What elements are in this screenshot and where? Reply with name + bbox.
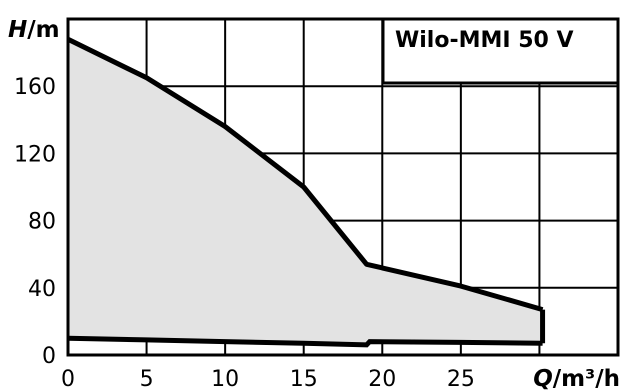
x-tick-label: 5 — [140, 367, 154, 390]
model-label: Wilo-MMI 50 V — [395, 28, 574, 53]
y-tick-labels: 0 40 80 120 160 — [14, 75, 56, 369]
x-tick-label: 20 — [368, 367, 396, 390]
y-tick-label: 80 — [28, 210, 56, 235]
x-tick-label: 0 — [61, 367, 75, 390]
y-axis-unit: /m — [27, 17, 59, 43]
y-tick-label: 120 — [14, 142, 56, 167]
x-tick-label: 10 — [211, 367, 239, 390]
x-tick-label: 25 — [447, 367, 475, 390]
y-tick-label: 40 — [28, 277, 56, 302]
model-label-box — [381, 17, 620, 85]
y-axis-var: H — [8, 17, 27, 43]
x-axis-var: Q — [533, 366, 553, 390]
y-axis-label: H/m — [8, 17, 60, 43]
x-tick-label: 15 — [290, 367, 318, 390]
x-axis-unit: /m³/h — [553, 366, 620, 390]
plot-frame — [66, 17, 620, 357]
x-tick-labels: 0 5 10 15 20 25 — [61, 367, 475, 390]
max-curve-line — [66, 36, 544, 313]
y-tick-label: 0 — [42, 344, 56, 369]
min-curve-line — [67, 335, 543, 348]
y-tick-label: 160 — [14, 75, 56, 100]
x-axis-label: Q/m³/h — [533, 366, 620, 390]
